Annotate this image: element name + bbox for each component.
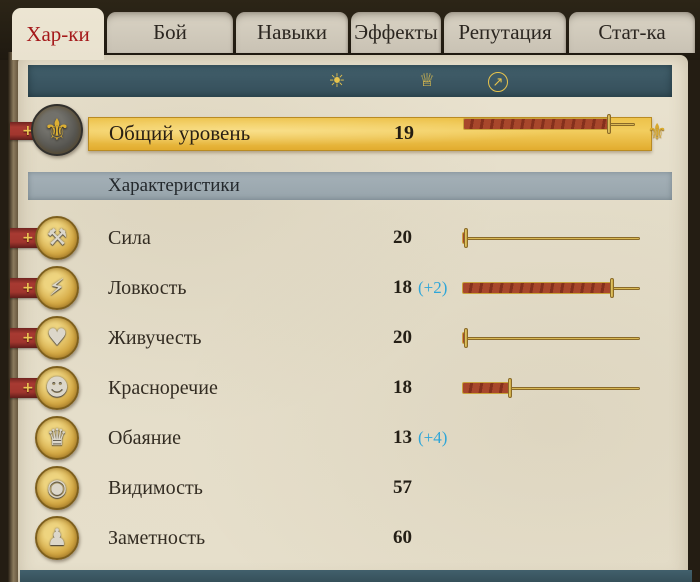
visibility-eye-icon: ◉ (35, 466, 79, 510)
progress-fill (462, 382, 511, 394)
sword-blade (464, 237, 640, 240)
crown-icon: ♕ (418, 70, 436, 91)
section-header-bar: Характеристики (28, 172, 672, 200)
tab-reputation[interactable]: Репутация (444, 12, 566, 53)
stat-value: 20 (393, 227, 412, 248)
sword-crossguard (463, 328, 468, 348)
tab-skills[interactable]: Навыки (236, 12, 348, 53)
stat-row-agility[interactable]: + ⚡ Ловкость 18 (+2) (0, 263, 700, 313)
stat-row-charisma[interactable]: ♛ Обаяние 13 (+4) (0, 413, 700, 463)
fleur-de-lis-icon: ⚜ (31, 104, 83, 156)
trend-arrow-glyph: ↗ (488, 72, 508, 92)
stat-row-conspicuousness[interactable]: ♟ Заметность 60 (0, 513, 700, 563)
stat-value: 13 (393, 427, 412, 448)
progress-fill (462, 282, 612, 294)
stat-value: 60 (393, 527, 412, 548)
stat-value: 20 (393, 327, 412, 348)
charisma-crown-icon: ♛ (35, 416, 79, 460)
plus-icon: + (22, 123, 34, 139)
banner-ornament-icon: ⚜ (647, 120, 667, 145)
tab-effects[interactable]: Эффекты (351, 12, 441, 53)
stat-label: Обаяние (108, 427, 181, 449)
stat-row-strength[interactable]: + ⚒ Сила 20 (0, 213, 700, 263)
plus-icon: + (22, 330, 34, 346)
book-binding-edge (8, 52, 20, 582)
stat-value: 18 (393, 377, 412, 398)
column-header-bar: ☀ ♕ ↗ (28, 65, 672, 97)
stat-label: Сила (108, 227, 151, 249)
stat-value: 57 (393, 477, 412, 498)
overall-level-banner: Общий уровень 19 ⚜ (88, 114, 667, 151)
level-progress-bar (463, 113, 635, 135)
bottom-divider-bar (20, 570, 692, 582)
trend-chart-icon: ↗ (483, 65, 513, 97)
plus-icon: + (22, 380, 34, 396)
progress-fill (463, 118, 610, 130)
section-title: Характеристики (108, 175, 240, 196)
stat-label: Живучесть (108, 327, 202, 349)
sword-crossguard (607, 114, 612, 134)
stat-bonus: (+2) (418, 278, 448, 297)
plus-icon: + (22, 280, 34, 296)
sword-crossguard (463, 228, 468, 248)
stat-label: Видимость (108, 477, 203, 499)
stat-row-speech[interactable]: + ☻ Красноречие 18 (0, 363, 700, 413)
strength-arm-icon: ⚒ (35, 216, 79, 260)
plus-icon: + (22, 230, 34, 246)
stat-progress-bar (462, 227, 640, 249)
tab-statistics[interactable]: Стат-ка (569, 12, 695, 53)
overall-level-label: Общий уровень (109, 121, 251, 145)
sun-icon: ☀ (328, 70, 346, 92)
stat-progress-bar (462, 327, 640, 349)
stat-progress-bar (462, 377, 640, 399)
overall-level-value: 19 (394, 122, 414, 144)
stat-value: 18 (393, 277, 412, 298)
stat-progress-bar (462, 277, 640, 299)
speech-face-icon: ☻ (35, 366, 79, 410)
stat-label: Ловкость (108, 277, 187, 299)
sword-crossguard (609, 278, 614, 298)
stat-label: Красноречие (108, 377, 218, 399)
agility-winged-boot-icon: ⚡ (35, 266, 79, 310)
vitality-heart-icon: ♥ (35, 316, 79, 360)
stat-bonus: (+4) (418, 428, 448, 447)
tab-combat[interactable]: Бой (107, 12, 233, 53)
conspicuousness-head-icon: ♟ (35, 516, 79, 560)
stat-label: Заметность (108, 527, 206, 549)
sword-blade (464, 337, 640, 340)
stat-row-visibility[interactable]: ◉ Видимость 57 (0, 463, 700, 513)
tab-characteristics[interactable]: Хар-ки (12, 8, 104, 60)
sword-crossguard (508, 378, 513, 398)
stat-row-vitality[interactable]: + ♥ Живучесть 20 (0, 313, 700, 363)
